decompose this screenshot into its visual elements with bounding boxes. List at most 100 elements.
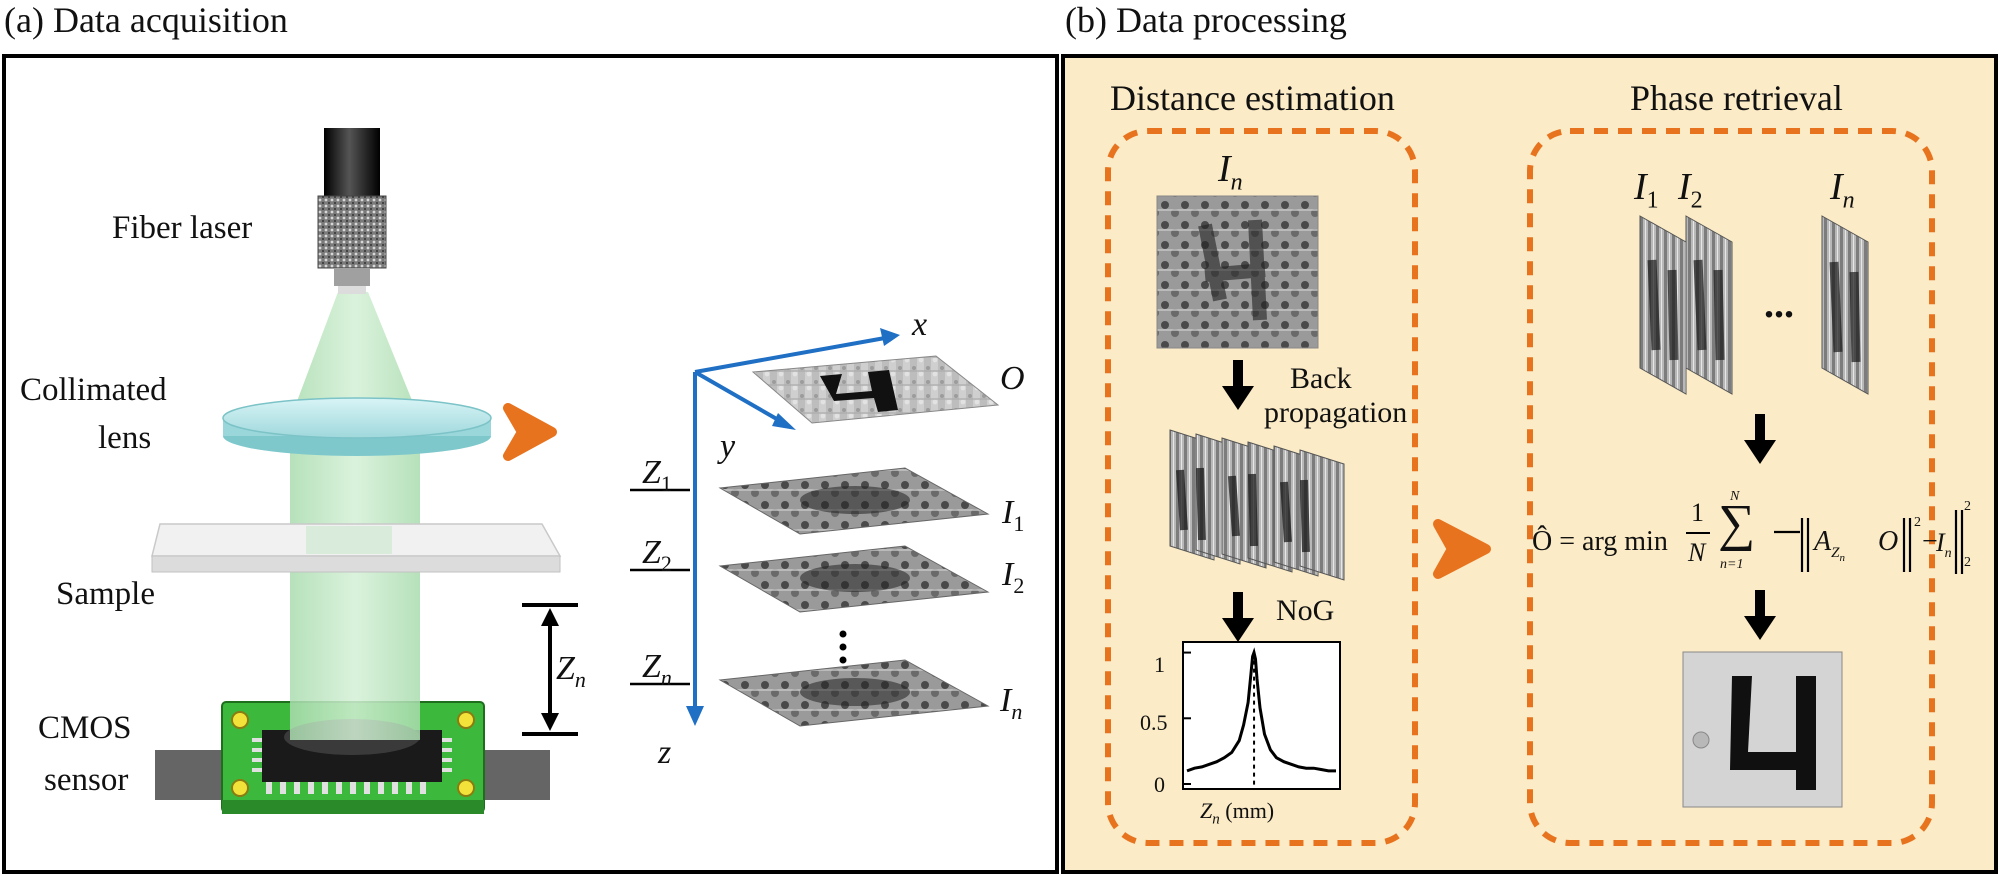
phase-retrieval-box: [1527, 128, 1935, 846]
phase-retrieval-title: Phase retrieval: [1630, 78, 1843, 118]
intensity-plane-2: [718, 545, 990, 613]
collimated-lens-label-line2: lens: [98, 420, 152, 456]
processing-arrow: [1433, 519, 1491, 579]
object-plane: [751, 355, 1000, 424]
sample-slide: [151, 523, 562, 573]
formula-sum-top: N: [1730, 489, 1740, 504]
flow-arrow-2: [1222, 592, 1254, 642]
flow-arrow-3: [1744, 414, 1776, 464]
hologram-label-sub: n: [1230, 169, 1243, 196]
zn-label-sub: n: [574, 666, 586, 692]
stack-label-in: In: [1830, 168, 1855, 213]
nog-series-line: [1186, 647, 1336, 773]
axis-x-label: x: [912, 306, 928, 343]
nog-xlabel-sub: n: [1212, 811, 1220, 828]
fiber-laser: [317, 128, 387, 294]
stack-label-i2-sub: 2: [1690, 187, 1703, 214]
formula-a-base: A: [1814, 526, 1832, 557]
nog-chart: [1182, 641, 1341, 790]
coordinate-axes: [686, 328, 900, 726]
stack-label-i2: I2: [1678, 168, 1703, 213]
stack-label-i1: I1: [1634, 168, 1659, 213]
formula-minus: −: [1922, 526, 1938, 557]
back-propagation-label-line1: Back: [1290, 362, 1352, 395]
formula-exp: 2: [1914, 515, 1921, 530]
fiber-laser-label: Fiber laser: [112, 210, 253, 246]
nog-label: NoG: [1276, 594, 1335, 627]
formula-graphics: [1774, 510, 1964, 574]
i1-label: I1: [1002, 496, 1024, 535]
panel-a-title: (a) Data acquisition: [4, 0, 288, 40]
i1-base: I: [1002, 494, 1014, 531]
axis-y-label: y: [720, 428, 736, 465]
zn-label-base: Z: [556, 650, 575, 687]
stack-ellipsis: ...: [1764, 281, 1794, 326]
z2-base: Z: [642, 534, 661, 571]
distance-estimation-box: [1105, 128, 1418, 846]
panel-b-title: (b) Data processing: [1065, 0, 1347, 40]
collimated-lens: [222, 397, 492, 456]
flow-arrow-4: [1744, 590, 1776, 640]
axis-z-label: z: [658, 734, 672, 771]
z1-sub: 1: [660, 470, 672, 496]
formula-a-sub: Zn: [1831, 544, 1845, 564]
stack-label-in-sub: n: [1842, 187, 1855, 214]
formula-frac-den: N: [1688, 538, 1706, 567]
acquisition-arrow: [503, 403, 557, 461]
collimated-beam: [290, 420, 420, 740]
formula-lhs: Ô = arg min: [1532, 526, 1668, 557]
stack-label-i1-sub: 1: [1646, 187, 1659, 214]
hologram-image: [1156, 195, 1319, 349]
in-plane-sub: n: [1011, 698, 1023, 724]
formula-sum-sign: ∑: [1718, 495, 1756, 552]
reconstructed-object: [1682, 651, 1843, 808]
nog-xlabel: Zn (mm): [1200, 800, 1274, 827]
stack-label-i1-base: I: [1634, 166, 1647, 208]
nog-ytick-0: 0: [1154, 772, 1165, 797]
formula-frac-bar: [1686, 532, 1710, 534]
stack-label-i2-base: I: [1678, 166, 1691, 208]
i2-sub: 2: [1013, 572, 1025, 598]
formula-i-sub: n: [1944, 546, 1952, 562]
z2-label: Z2: [642, 536, 672, 575]
diverging-beam: [290, 292, 420, 420]
hologram-label: In: [1218, 150, 1243, 195]
sample-label: Sample: [56, 576, 155, 612]
i2-base: I: [1002, 556, 1014, 593]
formula-frac-num: 1: [1691, 498, 1704, 527]
cmos-label-line2: sensor: [44, 762, 129, 798]
hologram-stack: [1639, 215, 1869, 395]
zn-distance-arrow: [522, 603, 578, 736]
back-propagation-label-line2: propagation: [1264, 396, 1408, 429]
nog-ytick-1: 1: [1154, 652, 1165, 677]
zn-plane-label: Zn: [642, 650, 672, 689]
in-plane-base: I: [1000, 682, 1012, 719]
stack-label-in-base: I: [1830, 166, 1843, 208]
cmos-label-line1: CMOS: [38, 710, 132, 746]
formula-o: O: [1878, 526, 1899, 557]
collimated-lens-label-line1: Collimated: [20, 372, 167, 408]
nog-xlabel-unit: (mm): [1225, 798, 1275, 823]
formula-a: AZn: [1814, 528, 1845, 564]
panel-a-frame: [2, 54, 1059, 874]
nog-ytick-0-5: 0.5: [1140, 710, 1168, 735]
i2-label: I2: [1002, 558, 1024, 597]
z1-label: Z1: [642, 456, 672, 495]
back-propagation-stack: [1169, 429, 1345, 581]
distance-estimation-title: Distance estimation: [1110, 78, 1395, 118]
nog-chart-y-ticks: [1183, 651, 1191, 785]
intensity-plane-1: [718, 467, 990, 535]
nog-xlabel-base: Z: [1200, 798, 1213, 823]
formula-a-sub-base: Z: [1831, 544, 1840, 561]
formula-i: In: [1936, 530, 1952, 561]
formula-norm-sub: 2: [1964, 555, 1971, 570]
i1-sub: 1: [1013, 510, 1025, 536]
formula-i-base: I: [1936, 528, 1945, 557]
zn-plane-base: Z: [642, 648, 661, 685]
plane-ellipsis: [839, 630, 847, 664]
in-plane-label: In: [1000, 684, 1022, 723]
flow-arrow-1: [1222, 360, 1254, 410]
formula-a-subsub: n: [1839, 551, 1845, 564]
formula-norm-exp: 2: [1964, 499, 1971, 514]
